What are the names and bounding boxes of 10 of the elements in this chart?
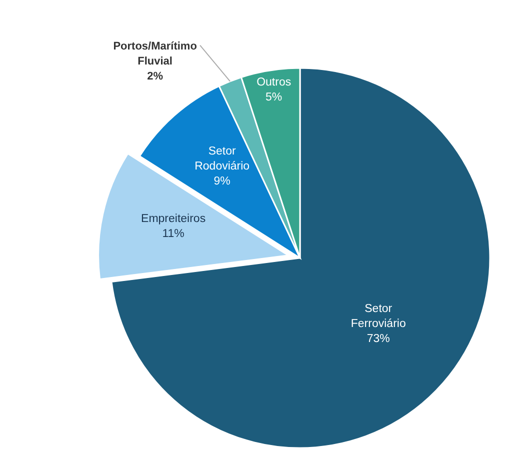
- slice-label: Outros: [256, 76, 292, 88]
- data-label: 2%: [147, 70, 164, 82]
- data-label: 11%: [162, 228, 184, 240]
- slice-label: Portos/Marítimo Fluvial: [113, 40, 198, 68]
- data-label: 9%: [214, 176, 230, 188]
- data-label: 5%: [266, 91, 282, 104]
- data-label: 73%: [366, 333, 390, 346]
- slice-label: Empreiteiros: [141, 213, 206, 226]
- slice-label: Setor Rodoviário: [194, 146, 250, 173]
- slice-label: Setor Ferroviário: [350, 303, 406, 330]
